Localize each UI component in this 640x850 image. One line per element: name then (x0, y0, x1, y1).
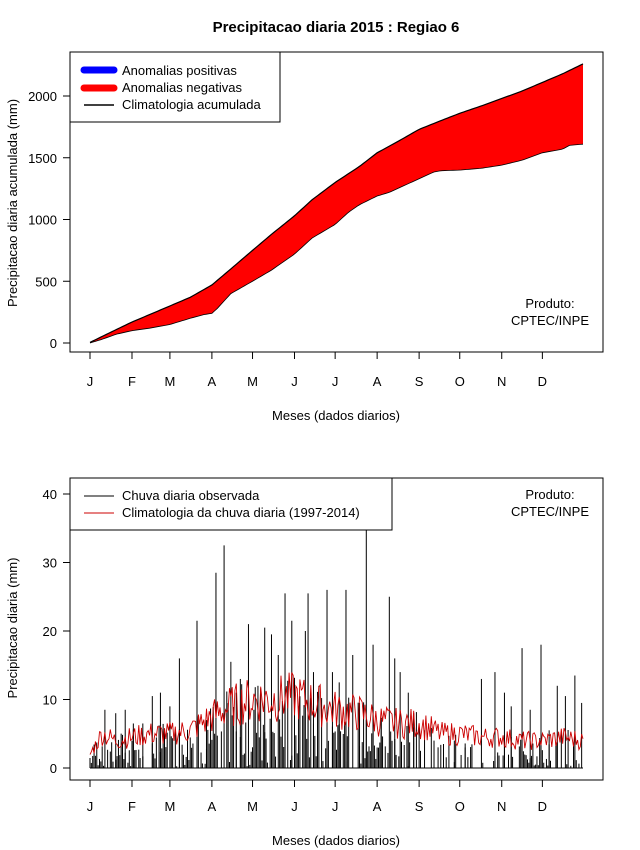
daily-y-tick-label: 30 (43, 556, 57, 571)
legend-climatology-label: Climatologia acumulada (122, 97, 262, 112)
cumulative-legend: Anomalias positivas Anomalias negativas … (69, 51, 281, 123)
cumulative-x-tick-label: J (332, 374, 339, 389)
cumulative-x-tick-label: O (455, 374, 465, 389)
cumulative-x-tick-label: S (415, 374, 424, 389)
cumulative-x-tick-label: A (208, 374, 217, 389)
climatology-cumulative-line (89, 63, 584, 343)
daily-x-tick-label: D (538, 799, 547, 814)
chart-title: Precipitacao diaria 2015 : Regiao 6 (213, 19, 460, 36)
daily-y-axis: 0 10 20 30 40 (43, 487, 71, 776)
daily-y-tick-label: 10 (43, 693, 57, 708)
negative-anomaly-area (90, 63, 583, 343)
credit-line2-top: CPTEC/INPE (511, 313, 589, 328)
daily-climatology-line (89, 672, 584, 755)
daily-x-tick-label: M (247, 799, 258, 814)
legend-positive-label: Anomalias positivas (122, 63, 237, 78)
observed-rain-bars-group (89, 487, 583, 769)
daily-x-tick-label: F (128, 799, 136, 814)
cumulative-x-label: Meses (dados diarios) (272, 408, 400, 423)
daily-legend-box (69, 477, 393, 531)
cumulative-chart: 0 500 1000 1500 2000 J F M A M J J A S O N D Anomalias … (5, 51, 604, 423)
daily-legend: Chuva diaria observada Climatologia da c… (69, 477, 393, 531)
daily-x-tick-label: A (208, 799, 217, 814)
credit-line1-bottom: Produto: (525, 487, 574, 502)
cumulative-x-tick-label: J (87, 374, 94, 389)
cumulative-x-tick-label: M (247, 374, 258, 389)
legend-negative-label: Anomalias negativas (122, 80, 242, 95)
cumulative-x-tick-label: M (164, 374, 175, 389)
daily-x-tick-label: J (332, 799, 339, 814)
daily-x-tick-label: S (415, 799, 424, 814)
daily-x-tick-label: O (455, 799, 465, 814)
cumulative-y-axis: 0 500 1000 1500 2000 (28, 89, 71, 351)
daily-x-tick-label: A (373, 799, 382, 814)
cumulative-x-tick-label: N (497, 374, 506, 389)
daily-y-tick-label: 20 (43, 624, 57, 639)
daily-chart: 0 10 20 30 40 J F M A M J J A S O N D Chuva diaria obse… (5, 477, 604, 848)
credit-line1-top: Produto: (525, 296, 574, 311)
cumulative-y-label: Precipitacao diaria acumulada (mm) (5, 99, 20, 307)
daily-y-label: Precipitacao diaria (mm) (5, 558, 20, 699)
legend-daily-climatology-label: Climatologia da chuva diaria (1997-2014) (122, 505, 360, 520)
daily-y-tick-label: 0 (50, 761, 57, 776)
cumulative-x-tick-label: A (373, 374, 382, 389)
observed-cumulative-line (89, 143, 584, 344)
legend-observed-label: Chuva diaria observada (122, 488, 260, 503)
daily-x-tick-label: M (164, 799, 175, 814)
daily-x-tick-label: N (497, 799, 506, 814)
cumulative-lines-group (89, 63, 584, 344)
daily-x-tick-label: J (291, 799, 298, 814)
cumulative-y-tick-label: 2000 (28, 89, 57, 104)
cumulative-x-tick-label: F (128, 374, 136, 389)
cumulative-y-tick-label: 500 (35, 274, 57, 289)
credit-line2-bottom: CPTEC/INPE (511, 504, 589, 519)
cumulative-x-tick-label: J (291, 374, 298, 389)
daily-y-tick-label: 40 (43, 487, 57, 502)
cumulative-y-tick-label: 1500 (28, 151, 57, 166)
daily-climatology-group (89, 672, 584, 755)
daily-x-tick-label: J (87, 799, 94, 814)
negative-anomaly-area-group (90, 63, 583, 343)
daily-x-label: Meses (dados diarios) (272, 833, 400, 848)
cumulative-x-tick-label: D (538, 374, 547, 389)
cumulative-y-tick-label: 0 (50, 336, 57, 351)
cumulative-y-tick-label: 1000 (28, 213, 57, 228)
